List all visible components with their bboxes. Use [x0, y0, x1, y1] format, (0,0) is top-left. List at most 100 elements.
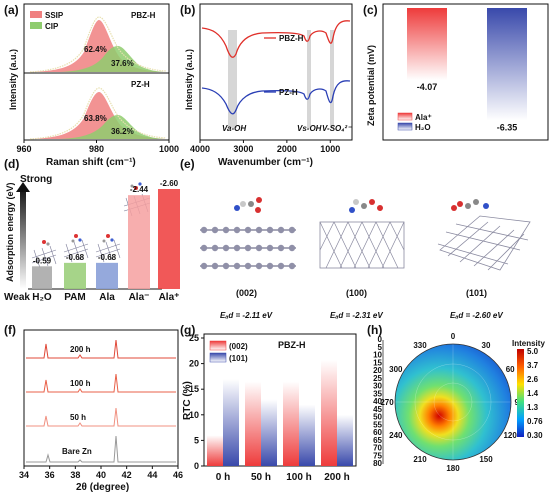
x-tick-label: 40 — [96, 470, 106, 480]
legend-label-002: (002) — [229, 342, 248, 351]
x-axis-label: Wavenumber (cm⁻¹) — [218, 157, 313, 168]
band-highlight — [330, 30, 334, 128]
trace-label: 200 h — [70, 345, 91, 354]
band-annotation: Vs-OH — [297, 124, 322, 133]
bar-value-label: -2.60 — [160, 179, 179, 188]
radial-tick-label: 30 — [373, 382, 382, 391]
panel-g: (g) (002) (101) PBZ-H 0 5 10 15 20 25 0 h 50 h 1… — [180, 323, 357, 483]
radial-tick-label: 25 — [373, 374, 382, 383]
plot-frame — [203, 333, 357, 467]
x-tick-label: 960 — [16, 144, 31, 154]
energy-arrow — [20, 187, 26, 289]
angle-label: 180 — [446, 464, 460, 473]
category-label: Ala⁺ — [159, 292, 180, 303]
band-highlight — [307, 30, 311, 128]
radial-tick-label: 50 — [373, 413, 382, 422]
zn-atom — [244, 226, 252, 234]
bar-value-label: -0.68 — [66, 253, 85, 262]
panel-d: (d) Strong Adsorption energy (eV) -0.59 H… — [4, 157, 180, 303]
measured-spectrum — [29, 16, 167, 73]
bar — [261, 399, 277, 466]
category-label: PAM — [64, 292, 85, 303]
radial-tick-label: 40 — [373, 397, 382, 406]
bar — [64, 262, 86, 289]
angle-label: 0 — [451, 332, 456, 341]
y-axis-label: Intensity (a.u.) — [8, 49, 18, 110]
cip-percentage: 37.6% — [111, 59, 134, 68]
zn-atom — [200, 244, 208, 252]
bar — [32, 266, 52, 289]
zn-atom — [255, 226, 263, 234]
y-tick-label: 5 — [194, 435, 199, 445]
panel-b: (b) PBZ-H PZ-H Va-OH Vs-OH V-SO₄²⁻ Inten… — [180, 3, 353, 168]
colorbar-tick-label: 1.3 — [527, 403, 539, 412]
zn-atom — [233, 226, 241, 234]
zn-atom — [277, 244, 285, 252]
panel-label: (g) — [180, 323, 195, 337]
x-axis-label: Raman shift (cm⁻¹) — [46, 157, 136, 168]
facet-label: (100) — [346, 288, 367, 298]
y-tick-label: 0 — [194, 461, 199, 471]
y-tick-label: 10 — [189, 410, 199, 420]
zn-atom — [222, 226, 230, 234]
trace-label: 100 h — [70, 379, 91, 388]
radial-tick-label: 60 — [373, 428, 382, 437]
zn-atom — [288, 262, 296, 270]
legend-swatch-ala-plus — [397, 112, 413, 121]
adsorbate-atoms — [42, 182, 142, 246]
adsorption-energy: Eₐd = -2.60 eV — [450, 311, 503, 320]
series-line-pbz-h — [201, 20, 351, 58]
legend-swatch-101 — [209, 352, 227, 363]
x-tick-label: 44 — [147, 470, 157, 480]
radial-tick-label: 45 — [373, 405, 382, 414]
pole-figure-disk — [395, 344, 511, 460]
legend-label-101: (101) — [229, 354, 248, 363]
zn-atom — [277, 262, 285, 270]
bar-value-label: -2.44 — [130, 185, 149, 194]
plot-frame — [199, 3, 353, 141]
radial-tick-label: 65 — [373, 436, 382, 445]
panel-label: (a) — [4, 3, 19, 17]
pole-figure-border — [394, 343, 512, 461]
x-axis-label: 2θ (degree) — [76, 482, 129, 493]
energy-arrowhead — [16, 182, 30, 192]
y-tick-label: 20 — [189, 359, 199, 369]
bar — [337, 414, 353, 466]
bar-value-label: -0.59 — [33, 256, 52, 265]
bar — [487, 8, 527, 121]
panel-label: (h) — [367, 323, 382, 337]
bar — [223, 378, 239, 466]
bar — [407, 8, 447, 81]
x-tick-label: 46 — [173, 470, 183, 480]
zn-atom — [200, 226, 208, 234]
x-tick-label: 2000 — [277, 144, 297, 154]
bar — [321, 360, 337, 466]
series-label: PZ-H — [279, 88, 298, 97]
radial-tick-label: 75 — [373, 451, 382, 460]
x-tick-label: 34 — [19, 470, 29, 480]
colorbar-tick-label: 0.76 — [527, 417, 543, 426]
angle-label: 240 — [389, 431, 403, 440]
trace-label: 50 h — [70, 413, 86, 422]
zn-slab-101 — [437, 199, 531, 271]
bar — [245, 381, 261, 466]
colorbar-tick-label: 3.7 — [527, 361, 539, 370]
zn-atom — [200, 262, 208, 270]
legend-swatch-002 — [209, 340, 227, 351]
bar — [299, 404, 315, 466]
panel-label: (b) — [180, 3, 195, 17]
ssip-percentage: 63.8% — [84, 114, 107, 123]
panel-h: (h) 0306090120150180210240270300330 0510… — [367, 323, 545, 473]
xrd-trace-100h — [26, 373, 176, 393]
radial-tick-label: 0 — [378, 335, 383, 344]
legend-label-cip: CIP — [45, 22, 59, 31]
panel-label: (f) — [4, 323, 16, 337]
zn-atom — [255, 244, 263, 252]
series-line-pz-h — [201, 80, 351, 115]
cip-peak — [60, 46, 168, 72]
category-label: 100 h — [286, 472, 312, 483]
zn-atom — [211, 262, 219, 270]
zn-slab-100 — [319, 199, 405, 269]
panel-f: (f) 200 h 100 h 50 h Bare Zn 34 36 38 40 42 4… — [4, 323, 183, 493]
facet-label: (002) — [236, 288, 257, 298]
